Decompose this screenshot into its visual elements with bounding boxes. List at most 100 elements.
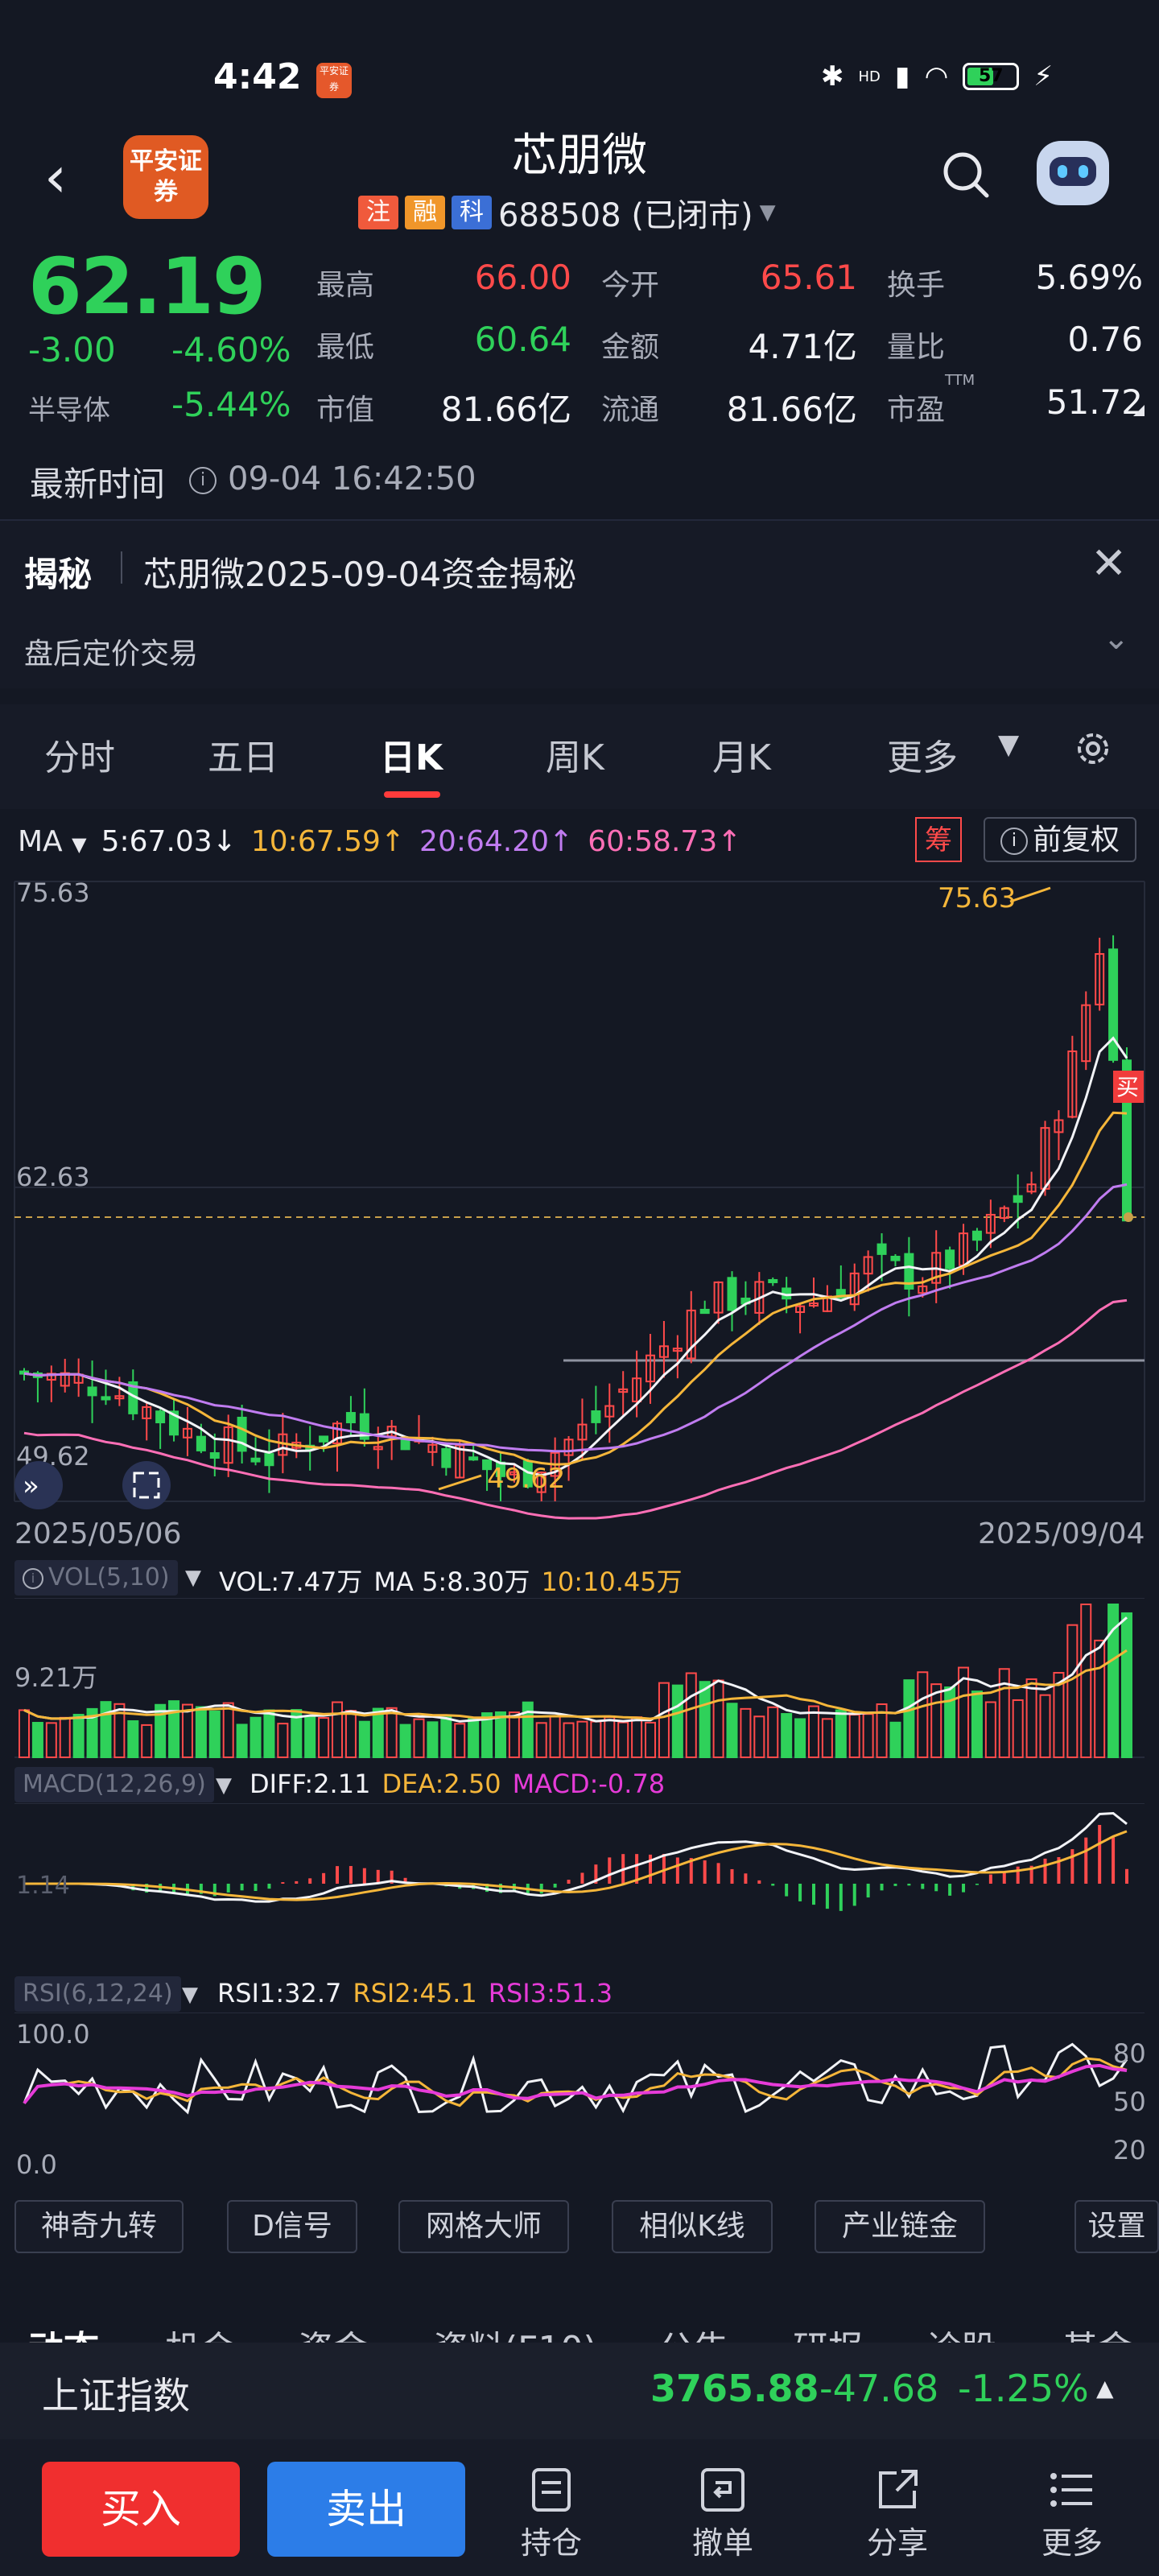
candle: [577, 1423, 588, 1441]
tab-monthly-k[interactable]: 月K: [712, 737, 771, 778]
candle: [835, 1289, 846, 1299]
tool-industry-chain[interactable]: 产业链金: [815, 2200, 985, 2253]
tab-five-day[interactable]: 五日: [208, 737, 278, 778]
tab-weekly-k[interactable]: 周K: [546, 737, 604, 778]
volume-bar: [250, 1716, 262, 1758]
macd-indicator-tag[interactable]: MACD(12,26,9): [14, 1767, 214, 1802]
tab-f10[interactable]: 资料(F10): [433, 2320, 597, 2344]
candle: [1081, 1004, 1091, 1063]
volume-bar: [631, 1716, 643, 1758]
volume-bar: [1094, 1639, 1106, 1758]
volume-bar: [208, 1710, 221, 1758]
app-badge-icon: 平安证券: [316, 63, 352, 98]
value-open: 65.61: [760, 258, 857, 297]
caret-down-icon[interactable]: ▼: [998, 729, 1020, 761]
vol-indicator-tag[interactable]: i VOL(5,10): [14, 1560, 178, 1596]
back-icon[interactable]: ‹: [44, 144, 67, 210]
volume-bar: [522, 1701, 534, 1758]
chart-tabs: [0, 704, 1159, 809]
reveal-link[interactable]: 芯朋微2025-09-04资金揭秘: [143, 555, 577, 594]
tab-announcements[interactable]: 公告: [658, 2320, 729, 2344]
info-icon: i: [1000, 828, 1028, 855]
volume-bar: [427, 1721, 439, 1758]
tool-d-signal[interactable]: D信号: [227, 2200, 357, 2253]
volume-bar: [848, 1714, 860, 1758]
bluetooth-icon: ✱: [821, 60, 844, 93]
close-icon[interactable]: ✕: [1091, 538, 1128, 588]
ma-selector[interactable]: MA ▼: [18, 825, 87, 858]
tab-diagnosis[interactable]: 诊股: [926, 2320, 996, 2344]
volume-bar: [862, 1713, 874, 1759]
grid: [14, 881, 1145, 1502]
volume-bar: [671, 1684, 683, 1758]
candle: [1054, 1119, 1064, 1133]
candle: [1095, 953, 1105, 1005]
volume-bar: [181, 1703, 193, 1758]
tool-similar-k[interactable]: 相似K线: [612, 2200, 773, 2253]
caret-down-icon[interactable]: ▼: [185, 1566, 201, 1590]
caret-down-icon[interactable]: ▼: [216, 1773, 232, 1798]
info-icon: i: [23, 1567, 43, 1589]
rsi-indicator-tag[interactable]: RSI(6,12,24): [14, 1976, 181, 2012]
tab-opportunity[interactable]: 机会: [165, 2320, 236, 2344]
candle: [60, 1372, 70, 1387]
volume-bar: [332, 1701, 344, 1758]
tab-news[interactable]: 动态: [28, 2320, 99, 2344]
ma5-line: [23, 1036, 1128, 1477]
tool-grid-master[interactable]: 网格大师: [398, 2200, 569, 2253]
share-icon: [879, 2470, 918, 2508]
nav-share[interactable]: 分享: [849, 2462, 946, 2562]
gear-icon[interactable]: [1070, 726, 1116, 771]
tab-more[interactable]: 更多: [887, 737, 958, 778]
candle: [142, 1406, 152, 1419]
chevron-down-icon[interactable]: ▼: [759, 200, 776, 225]
candle: [155, 1410, 166, 1424]
corner-expand-icon[interactable]: [1133, 405, 1145, 416]
info-icon[interactable]: i: [189, 467, 217, 494]
buy-button[interactable]: 买入: [42, 2462, 240, 2557]
chip-distribution-button[interactable]: 筹: [915, 817, 962, 862]
caret-up-icon[interactable]: ▲: [1096, 2375, 1114, 2401]
ma60-line: [23, 1298, 1128, 1520]
adjust-mode-button[interactable]: i 前复权: [984, 817, 1136, 862]
tab-funds-list[interactable]: 基金: [1062, 2320, 1133, 2344]
caret-down-icon[interactable]: ▼: [182, 1983, 198, 2007]
tool-magic-nine[interactable]: 神奇九转: [14, 2200, 184, 2253]
tab-funds[interactable]: 资金: [298, 2320, 369, 2344]
label-turnover: 换手: [887, 269, 946, 302]
volume-bar: [794, 1718, 806, 1759]
nav-cancel-label: 撤单: [691, 2525, 753, 2561]
tab-reports[interactable]: 研报: [793, 2320, 864, 2344]
kline-chart[interactable]: 75.63 62.63 49.62 75.63 49.62 买 »: [0, 873, 1159, 1542]
volume-bar: [19, 1709, 30, 1758]
broker-logo[interactable]: 平安证券: [123, 135, 208, 219]
candle: [509, 1471, 519, 1476]
candle: [591, 1410, 601, 1423]
tool-settings[interactable]: 设置: [1074, 2200, 1159, 2253]
candle: [101, 1396, 111, 1401]
label-low: 最低: [316, 331, 375, 364]
volume-bar: [155, 1703, 167, 1758]
candle: [604, 1405, 615, 1418]
macd-chart[interactable]: 1.14: [0, 1803, 1159, 1972]
candle: [223, 1426, 233, 1464]
nav-cancel-order[interactable]: 撤单: [674, 2462, 771, 2562]
tab-intraday[interactable]: 分时: [44, 737, 115, 778]
nav-positions[interactable]: 持仓: [503, 2462, 600, 2562]
volume-bar: [984, 1701, 996, 1758]
volume-chart[interactable]: 9.21万: [0, 1598, 1159, 1759]
rsi-chart[interactable]: 100.0 0.0 80 50 20: [0, 2013, 1159, 2182]
value-turnover: 5.69%: [1035, 258, 1143, 297]
volume-bar: [413, 1718, 425, 1758]
volume-bar: [141, 1724, 153, 1758]
search-icon[interactable]: [940, 149, 992, 200]
chevron-down-icon[interactable]: ⌄: [1103, 620, 1130, 657]
sector-name[interactable]: 半导体: [28, 394, 110, 427]
assistant-robot-icon[interactable]: [1037, 141, 1109, 205]
index-ticker[interactable]: [0, 2343, 1159, 2439]
post-trade-label[interactable]: 盘后定价交易: [24, 638, 199, 671]
tab-daily-k[interactable]: 日K: [380, 737, 443, 778]
candle: [182, 1427, 192, 1439]
sell-button[interactable]: 卖出: [267, 2462, 465, 2557]
nav-more[interactable]: 更多: [1024, 2462, 1120, 2562]
